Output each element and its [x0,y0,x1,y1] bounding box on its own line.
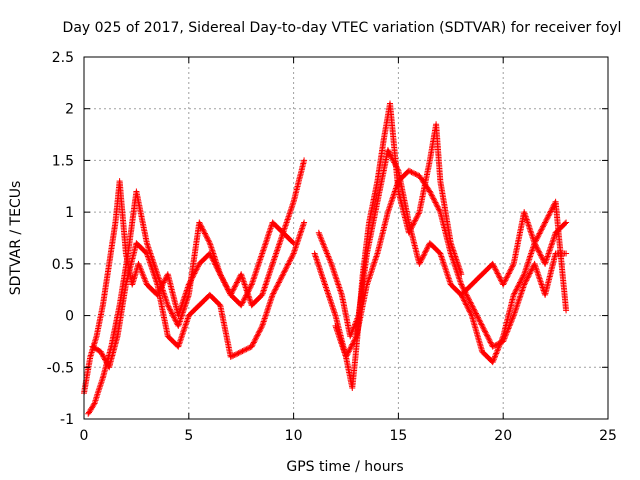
series-track-e [315,147,570,366]
y-tick-label: -0.5 [47,360,74,376]
point-markers [89,219,308,371]
point-markers [315,147,570,366]
series-track-g [458,198,570,314]
point-markers [332,167,570,360]
chart-title: Day 025 of 2017, Sidereal Day-to-day VTE… [63,20,622,36]
ticks: 0 5 10 15 20 25 -1 -0.5 0 0.5 1 1.5 2 2.5 [47,50,617,444]
point-markers [458,198,570,314]
y-tick-label: 1 [65,205,74,221]
x-tick-label: 0 [80,428,89,444]
x-tick-label: 15 [389,428,407,444]
grid [84,57,608,419]
y-axis-label: SDTVAR / TECUs [8,181,24,296]
series-track-c [89,219,308,371]
x-tick-label: 10 [285,428,303,444]
y-tick-label: -1 [60,412,74,428]
data-points [81,100,570,417]
y-tick-label: 0 [65,309,74,325]
x-tick-label: 25 [599,428,617,444]
point-markers [311,100,465,391]
series-track-d [311,100,465,391]
point-markers [85,188,297,417]
x-tick-label: 20 [494,428,512,444]
series-track-a [81,157,308,397]
y-tick-label: 2 [65,102,74,118]
y-tick-label: 0.5 [52,257,74,273]
point-markers [81,157,308,397]
series-track-b [85,188,297,417]
x-tick-label: 5 [184,428,193,444]
y-tick-label: 2.5 [52,50,74,66]
x-axis-label: GPS time / hours [286,459,403,475]
series-track-f [332,167,570,360]
plot-frame [83,56,609,420]
y-tick-label: 1.5 [52,153,74,169]
